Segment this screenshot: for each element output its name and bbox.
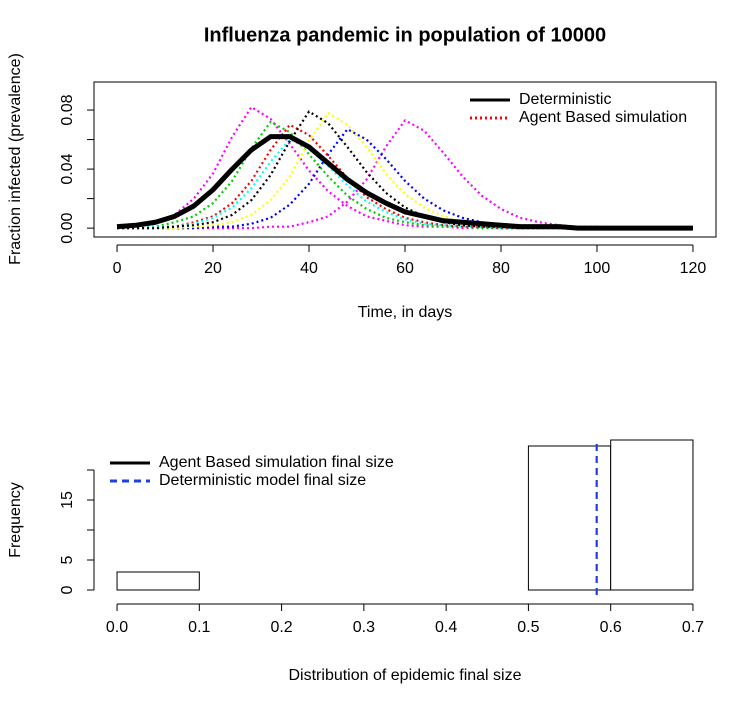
series-line	[117, 111, 693, 230]
x-tick-label: 0.1	[188, 619, 210, 636]
x-tick-label: 40	[300, 260, 318, 277]
x-tick-label: 0.6	[600, 619, 622, 636]
x-tick-label: 0	[113, 260, 122, 277]
histogram-bar	[527, 445, 612, 591]
legend-label: Agent Based simulation	[519, 109, 687, 126]
chart-title: Influenza pandemic in population of 1000…	[204, 24, 606, 46]
series-line	[116, 134, 693, 231]
legend-label: Deterministic	[519, 91, 611, 108]
x-tick-label: 0.3	[353, 619, 375, 636]
histogram-bar	[116, 571, 200, 591]
y-axis-label: Fraction infected (prevalence)	[7, 53, 24, 265]
x-tick-label: 0.7	[682, 619, 704, 636]
y-axis-label: Frequency	[7, 482, 24, 558]
legend-label: Deterministic model final size	[159, 472, 366, 489]
y-tick-label: 0.08	[59, 94, 76, 125]
x-tick-label: 120	[680, 260, 707, 277]
x-tick-label: 0.5	[517, 619, 539, 636]
series-line	[117, 110, 693, 230]
x-tick-label: 0.0	[106, 619, 128, 636]
y-tick-label: 5	[59, 555, 76, 564]
y-tick-label: 15	[59, 491, 76, 509]
histogram-bar	[610, 439, 694, 591]
x-tick-label: 100	[584, 260, 611, 277]
x-tick-label: 60	[396, 260, 414, 277]
y-tick-label: 0.04	[59, 153, 76, 184]
x-tick-label: 20	[204, 260, 222, 277]
series-line	[117, 119, 693, 230]
x-tick-label: 0.4	[435, 619, 457, 636]
x-axis-label: Time, in days	[358, 304, 453, 321]
legend-label: Agent Based simulation final size	[159, 454, 394, 471]
x-axis-label: Distribution of epidemic final size	[289, 667, 522, 684]
series-line	[117, 138, 693, 230]
y-tick-label: 0	[59, 585, 76, 594]
x-tick-label: 0.2	[270, 619, 292, 636]
y-tick-label: 0.00	[59, 212, 76, 243]
x-tick-label: 80	[492, 260, 510, 277]
